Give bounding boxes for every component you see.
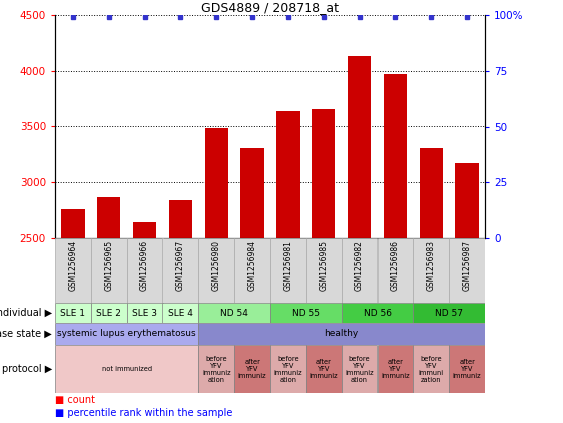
Bar	[455, 163, 479, 238]
Bar	[342, 238, 378, 303]
Bar	[449, 238, 485, 303]
Bar	[91, 238, 127, 303]
Text: SLE 1: SLE 1	[60, 308, 86, 318]
Text: SLE 2: SLE 2	[96, 308, 121, 318]
Bar	[133, 222, 156, 238]
Bar	[55, 303, 91, 323]
Text: GSM1256985: GSM1256985	[319, 240, 328, 291]
Bar	[306, 238, 342, 303]
Text: GSM1256983: GSM1256983	[427, 240, 436, 291]
Text: GSM1256987: GSM1256987	[463, 240, 472, 291]
Bar	[276, 111, 300, 238]
Text: before
YFV
immuni
zation: before YFV immuni zation	[419, 355, 444, 382]
Bar	[91, 303, 127, 323]
Text: ND 56: ND 56	[364, 308, 391, 318]
Text: protocol ▶: protocol ▶	[2, 364, 52, 374]
Text: after
YFV
immuniz: after YFV immuniz	[381, 359, 410, 379]
Text: ND 57: ND 57	[435, 308, 463, 318]
Text: SLE 3: SLE 3	[132, 308, 157, 318]
Bar	[378, 345, 413, 393]
Bar	[413, 345, 449, 393]
Bar	[378, 238, 413, 303]
Bar	[169, 200, 192, 238]
Text: healthy: healthy	[324, 330, 359, 338]
Text: systemic lupus erythematosus: systemic lupus erythematosus	[57, 330, 196, 338]
Bar	[198, 345, 234, 393]
Bar	[270, 238, 306, 303]
Title: GDS4889 / 208718_at: GDS4889 / 208718_at	[201, 1, 339, 14]
Text: before
YFV
immuniz
ation: before YFV immuniz ation	[345, 355, 374, 382]
Bar	[163, 238, 198, 303]
Bar	[342, 345, 378, 393]
Bar	[55, 323, 198, 345]
Text: ■ percentile rank within the sample: ■ percentile rank within the sample	[55, 408, 233, 418]
Bar	[198, 323, 485, 345]
Text: GSM1256986: GSM1256986	[391, 240, 400, 291]
Text: after
YFV
immuniz: after YFV immuniz	[238, 359, 266, 379]
Bar	[234, 345, 270, 393]
Text: GSM1256966: GSM1256966	[140, 240, 149, 291]
Text: GSM1256980: GSM1256980	[212, 240, 221, 291]
Bar	[413, 238, 449, 303]
Text: before
YFV
immuniz
ation: before YFV immuniz ation	[202, 355, 231, 382]
Text: GSM1256981: GSM1256981	[283, 240, 292, 291]
Bar	[449, 345, 485, 393]
Bar	[61, 209, 84, 238]
Text: GSM1256964: GSM1256964	[69, 240, 78, 291]
Text: GSM1256967: GSM1256967	[176, 240, 185, 291]
Bar	[55, 238, 91, 303]
Text: ■ count: ■ count	[55, 395, 95, 405]
Text: after
YFV
immuniz: after YFV immuniz	[310, 359, 338, 379]
Bar	[270, 303, 342, 323]
Bar	[204, 128, 228, 238]
Bar	[127, 238, 163, 303]
Text: after
YFV
immuniz: after YFV immuniz	[453, 359, 481, 379]
Text: not immunized: not immunized	[101, 366, 152, 372]
Bar	[127, 303, 163, 323]
Text: GSM1256965: GSM1256965	[104, 240, 113, 291]
Text: GSM1256982: GSM1256982	[355, 240, 364, 291]
Text: before
YFV
immuniz
ation: before YFV immuniz ation	[274, 355, 302, 382]
Bar	[198, 303, 270, 323]
Bar	[342, 303, 413, 323]
Text: ND 55: ND 55	[292, 308, 320, 318]
Text: individual ▶: individual ▶	[0, 308, 52, 318]
Bar	[419, 148, 443, 238]
Bar	[384, 74, 407, 238]
Bar	[306, 345, 342, 393]
Bar	[270, 345, 306, 393]
Bar	[55, 345, 198, 393]
Text: GSM1256984: GSM1256984	[248, 240, 257, 291]
Bar	[348, 56, 371, 238]
Bar	[240, 148, 263, 238]
Text: ND 54: ND 54	[220, 308, 248, 318]
Text: SLE 4: SLE 4	[168, 308, 193, 318]
Text: disease state ▶: disease state ▶	[0, 329, 52, 339]
Bar	[312, 109, 336, 238]
Bar	[97, 197, 120, 238]
Bar	[413, 303, 485, 323]
Bar	[198, 238, 234, 303]
Bar	[234, 238, 270, 303]
Bar	[163, 303, 198, 323]
